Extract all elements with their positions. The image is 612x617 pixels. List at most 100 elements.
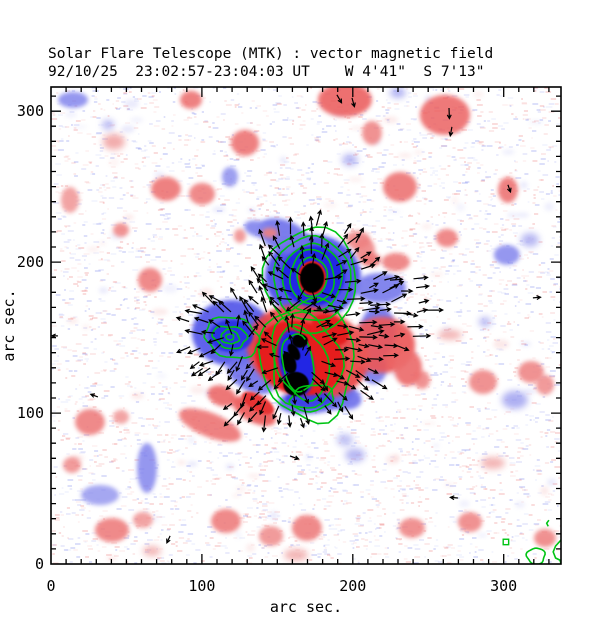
mottle-blob (387, 209, 402, 214)
polarity-patch (102, 119, 115, 130)
vector-arrow (240, 369, 248, 381)
vector-arrow (268, 250, 280, 267)
vector-arrow (350, 258, 369, 266)
vector-arrow (360, 389, 374, 401)
vector-arrow (230, 287, 238, 300)
vector-arrow (315, 209, 322, 226)
vector-arrow (300, 307, 312, 323)
vector-arrow (401, 288, 414, 294)
vector-arrow (197, 367, 211, 377)
mottle-blob (130, 392, 144, 400)
vector-arrow (379, 301, 392, 307)
vector-arrow (412, 333, 432, 339)
mottle-blob (456, 203, 465, 212)
vector-arrow (338, 392, 348, 401)
vector-arrow (338, 287, 354, 293)
vector-arrow (248, 311, 259, 326)
ar-positive-lobe (207, 385, 237, 407)
vector-arrow (239, 295, 249, 313)
vector-arrow (240, 393, 247, 409)
vector-arrow (256, 395, 267, 406)
vector-arrow (175, 316, 190, 323)
contour-line (257, 296, 355, 425)
vector-arrow (225, 318, 233, 335)
vector-arrow (267, 271, 284, 280)
vector-arrow (337, 233, 349, 248)
mottle-blob (430, 271, 444, 277)
mottle-blob (123, 214, 135, 221)
vector-arrow (343, 381, 357, 390)
vector-arrow (299, 244, 305, 258)
vector-arrow (335, 347, 350, 353)
mottle-blob (350, 126, 364, 131)
isolated-vector-arrow (532, 295, 542, 301)
vector-arrow (278, 287, 292, 293)
vector-arrow (297, 288, 306, 301)
vector-arrow (277, 255, 291, 270)
vector-arrow (322, 220, 328, 236)
vector-arrow (413, 275, 429, 281)
mottle-blob (87, 246, 100, 253)
vector-arrow (272, 405, 280, 420)
contour-line (272, 234, 352, 322)
polarity-patch (317, 87, 372, 117)
mottle-blob (98, 287, 109, 294)
vector-arrow (345, 346, 363, 353)
contour-line (261, 226, 357, 335)
vector-arrow (258, 285, 267, 304)
vector-arrow (249, 391, 260, 401)
vector-arrow (321, 242, 330, 260)
vector-arrow (259, 243, 266, 260)
mottle-blob (235, 485, 246, 494)
mottle-blob (177, 460, 186, 466)
vector-arrow (259, 401, 267, 416)
vector-arrow (217, 300, 232, 313)
vector-arrow (308, 215, 314, 232)
contour-line (271, 311, 346, 409)
x-axis-label: arc sec. (270, 598, 342, 616)
polarity-patch (60, 186, 80, 213)
vector-arrow (324, 274, 343, 280)
isolated-vector-arrow (449, 495, 458, 501)
vector-arrow (223, 415, 235, 427)
mottle-blob (382, 116, 399, 124)
ar-positive-lobe (261, 227, 278, 238)
vector-arrow (267, 244, 281, 257)
contour-line (211, 325, 249, 350)
vector-arrow (333, 356, 351, 362)
vector-arrow (368, 309, 381, 315)
vector-arrow (359, 319, 378, 325)
mottle-blob (507, 212, 517, 219)
contour-fragment (552, 539, 561, 564)
vector-arrow (248, 380, 259, 388)
polarity-patch (493, 244, 520, 265)
figure-title: Solar Flare Telescope (MTK) : vector mag… (48, 46, 494, 62)
mottle-blob (514, 501, 526, 509)
vector-arrow (290, 404, 296, 417)
vector-arrow (344, 405, 354, 420)
vector-arrow (210, 343, 222, 355)
vector-arrow (247, 411, 258, 423)
vector-arrow (256, 278, 269, 292)
vector-arrow (367, 329, 385, 336)
polarity-patch (211, 508, 241, 534)
vector-arrow (288, 216, 294, 235)
vector-arrow (323, 393, 338, 408)
vector-arrow (321, 360, 337, 368)
vector-arrow (260, 338, 277, 347)
mottle-blob (121, 125, 135, 134)
x-tick-label: 200 (339, 577, 366, 595)
vector-arrow (347, 296, 366, 302)
vector-arrow (222, 403, 233, 411)
vector-arrow (348, 325, 365, 332)
polarity-patch (221, 166, 238, 187)
mottle-blob (473, 91, 484, 98)
vector-arrow (292, 393, 297, 406)
mottle-blob (106, 555, 117, 562)
vector-arrow (349, 246, 360, 259)
mottle-blob (414, 150, 423, 155)
polarity-patch (142, 546, 161, 556)
mottle-blob (421, 223, 432, 230)
contour-fragment (502, 538, 510, 546)
